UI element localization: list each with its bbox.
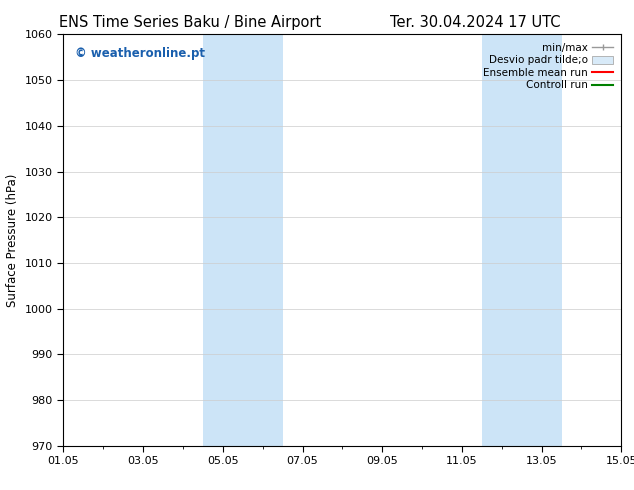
Text: Ter. 30.04.2024 17 UTC: Ter. 30.04.2024 17 UTC	[391, 15, 560, 30]
Text: © weatheronline.pt: © weatheronline.pt	[75, 47, 205, 60]
Bar	[482, 34, 562, 446]
Legend: min/max, Desvio padr tilde;o, Ensemble mean run, Controll run: min/max, Desvio padr tilde;o, Ensemble m…	[480, 40, 616, 94]
Bar	[203, 34, 283, 446]
Text: ENS Time Series Baku / Bine Airport: ENS Time Series Baku / Bine Airport	[59, 15, 321, 30]
Y-axis label: Surface Pressure (hPa): Surface Pressure (hPa)	[6, 173, 19, 307]
